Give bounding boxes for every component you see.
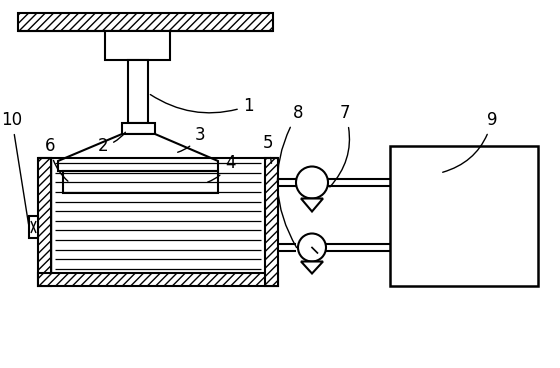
Text: 9: 9 — [442, 111, 497, 172]
Circle shape — [298, 234, 326, 262]
Text: 6: 6 — [45, 137, 68, 181]
Polygon shape — [301, 262, 323, 273]
Bar — [265, 158, 278, 286]
Bar — [63, 171, 218, 193]
Bar — [390, 146, 538, 286]
Circle shape — [296, 166, 328, 198]
Bar — [105, 31, 170, 60]
Text: 8: 8 — [277, 104, 304, 248]
Bar — [29, 216, 38, 238]
Bar — [18, 13, 273, 31]
Bar — [128, 60, 148, 123]
Polygon shape — [58, 134, 218, 171]
Bar — [38, 273, 278, 286]
Text: 3: 3 — [178, 126, 206, 152]
Bar — [38, 158, 51, 286]
Polygon shape — [301, 198, 323, 212]
Text: 4: 4 — [208, 154, 235, 182]
Text: 1: 1 — [150, 95, 253, 115]
Bar — [122, 123, 155, 134]
Text: 10: 10 — [2, 111, 29, 224]
Text: 7: 7 — [330, 104, 350, 187]
Text: 2: 2 — [97, 132, 125, 155]
Text: 5: 5 — [263, 134, 273, 163]
